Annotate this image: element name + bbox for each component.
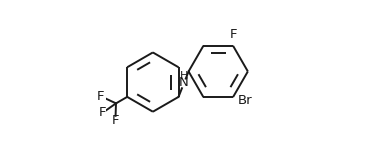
Text: N: N: [179, 76, 189, 89]
Text: H: H: [180, 71, 188, 81]
Text: F: F: [230, 28, 237, 41]
Text: F: F: [97, 90, 105, 103]
Text: F: F: [99, 106, 106, 119]
Text: F: F: [112, 114, 119, 127]
Text: Br: Br: [238, 94, 253, 107]
